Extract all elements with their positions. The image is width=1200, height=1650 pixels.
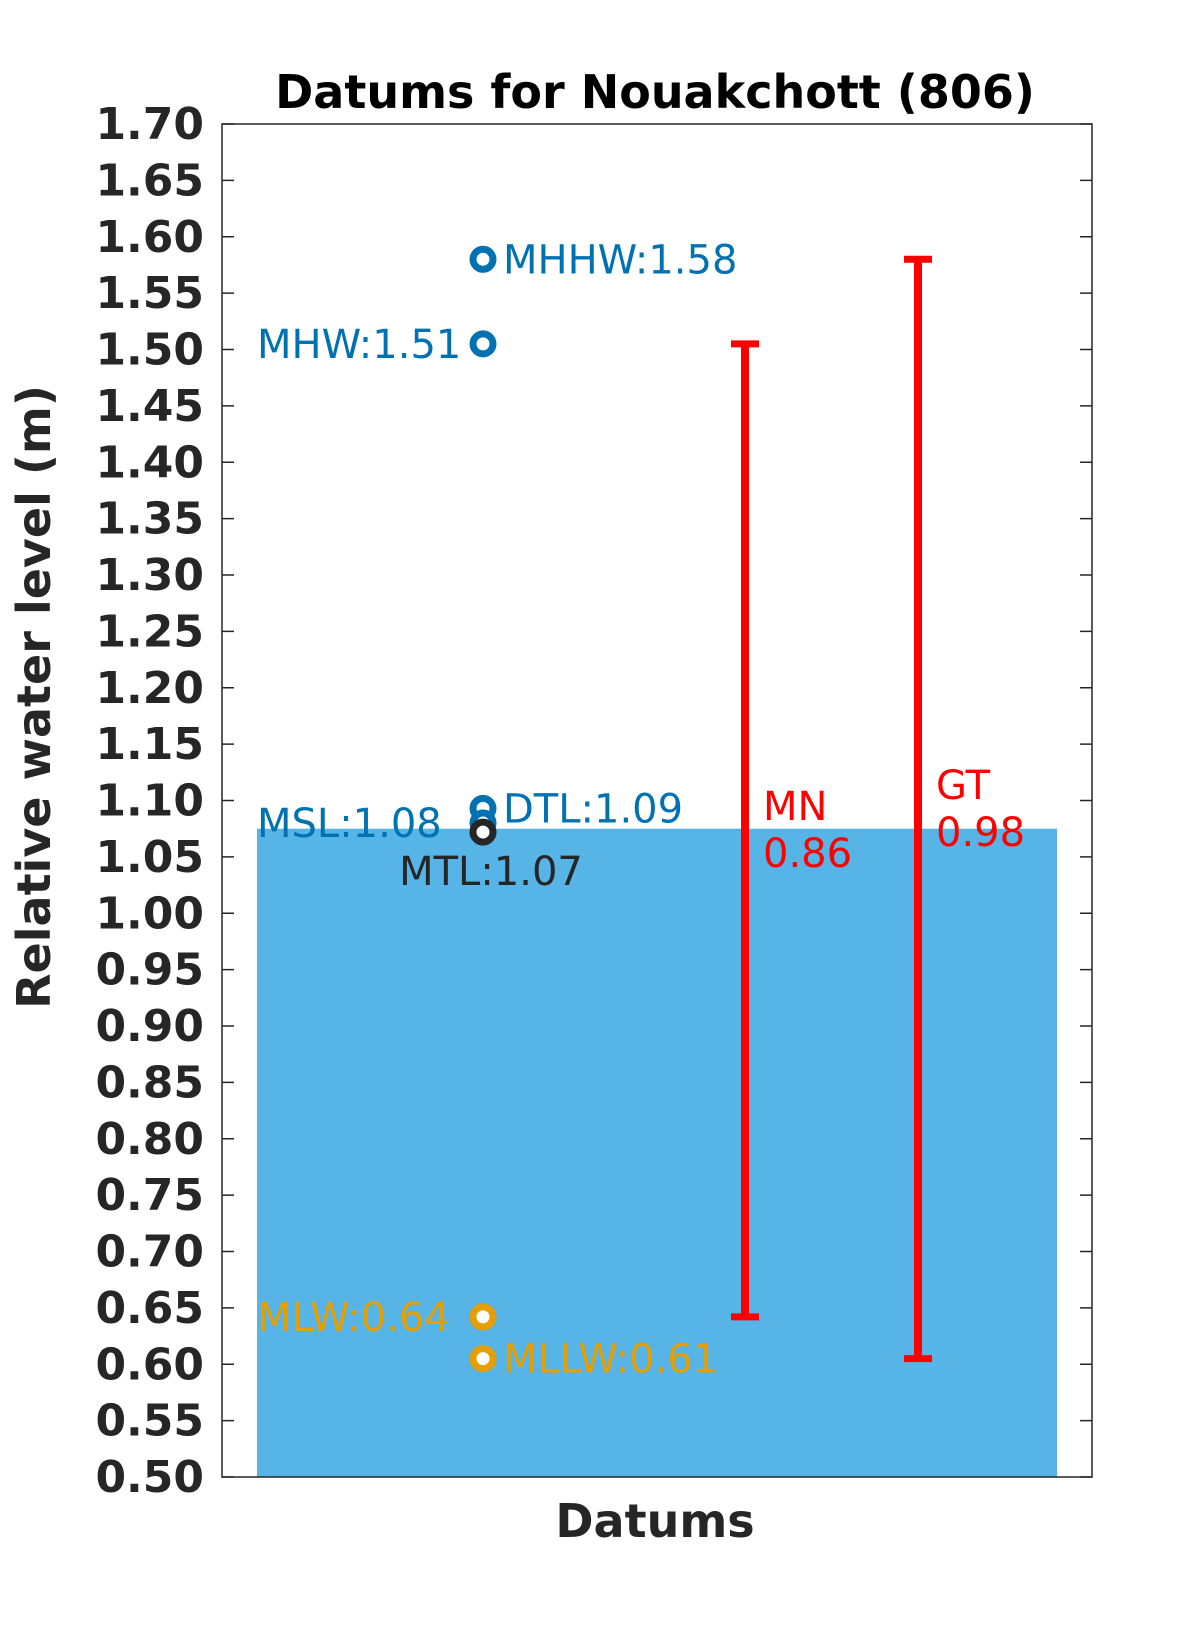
datum-marker	[469, 1303, 497, 1331]
y-tick-label: 1.70	[95, 99, 204, 150]
y-tick-label: 1.10	[95, 776, 204, 827]
datum-label: MHHW:1.58	[503, 237, 737, 283]
y-tick-label: 0.90	[95, 1001, 204, 1052]
y-tick-label: 1.40	[95, 437, 204, 488]
y-tick-label: 1.55	[95, 268, 204, 319]
msl-bar-layer	[257, 828, 1057, 1477]
datum-marker	[469, 1345, 497, 1373]
y-tick-label: 1.65	[95, 155, 204, 206]
range-name-label: MN	[763, 784, 827, 830]
y-tick-label: 0.60	[95, 1339, 204, 1390]
y-tick-label: 1.25	[95, 606, 204, 657]
datum-marker	[469, 818, 497, 846]
plot-frame	[221, 123, 1093, 1478]
datum-marker	[469, 330, 497, 358]
range-layer: MN0.86 GT0.98	[731, 255, 1025, 1363]
y-tick-label: 0.50	[95, 1452, 204, 1503]
range-value-label: 0.98	[936, 810, 1025, 856]
datum-label: MTL:1.07	[399, 849, 583, 895]
y-axis: 0.500.55 0.600.650.70 0.750.80 0.850.900.95…	[95, 99, 1092, 1503]
datum-marker	[469, 245, 497, 273]
datum-label: DTL:1.09	[503, 786, 683, 832]
y-tick-label: 0.65	[95, 1283, 204, 1334]
y-tick-label: 1.15	[95, 719, 204, 770]
chart-title: Datums for Nouakchott (806)	[275, 65, 1035, 119]
datum-points-layer: MHHW:1.58 MHW:1.51 DTL:1.09 MSL:1.08MTL:1.0…	[257, 237, 737, 1382]
y-tick-label: 1.20	[95, 663, 204, 714]
datum-label: MLW:0.64	[257, 1295, 450, 1341]
y-tick-label: 0.80	[95, 1114, 204, 1165]
y-tick-label: 1.30	[95, 550, 204, 601]
y-tick-label: 1.05	[95, 832, 204, 883]
range-name-label: GT	[936, 763, 991, 809]
y-tick-label: 0.55	[95, 1396, 204, 1447]
y-tick-label: 0.85	[95, 1057, 204, 1108]
datum-label: MSL:1.08	[257, 801, 442, 847]
datum-label: MLLW:0.61	[503, 1337, 718, 1383]
y-tick-label: 0.70	[95, 1227, 204, 1278]
y-axis-label: Relative water level (m)	[7, 385, 61, 1009]
y-tick-label: 1.00	[95, 888, 204, 939]
x-axis-label: Datums	[555, 1494, 754, 1548]
msl-bar	[257, 828, 1057, 1477]
y-tick-label: 0.75	[95, 1170, 204, 1221]
y-tick-label: 1.35	[95, 494, 204, 545]
range-value-label: 0.86	[763, 831, 852, 877]
y-tick-label: 1.60	[95, 212, 204, 263]
datum-label: MHW:1.51	[257, 322, 461, 368]
y-tick-label: 0.95	[95, 945, 204, 996]
y-tick-label: 1.45	[95, 381, 204, 432]
y-tick-label: 1.50	[95, 325, 204, 376]
